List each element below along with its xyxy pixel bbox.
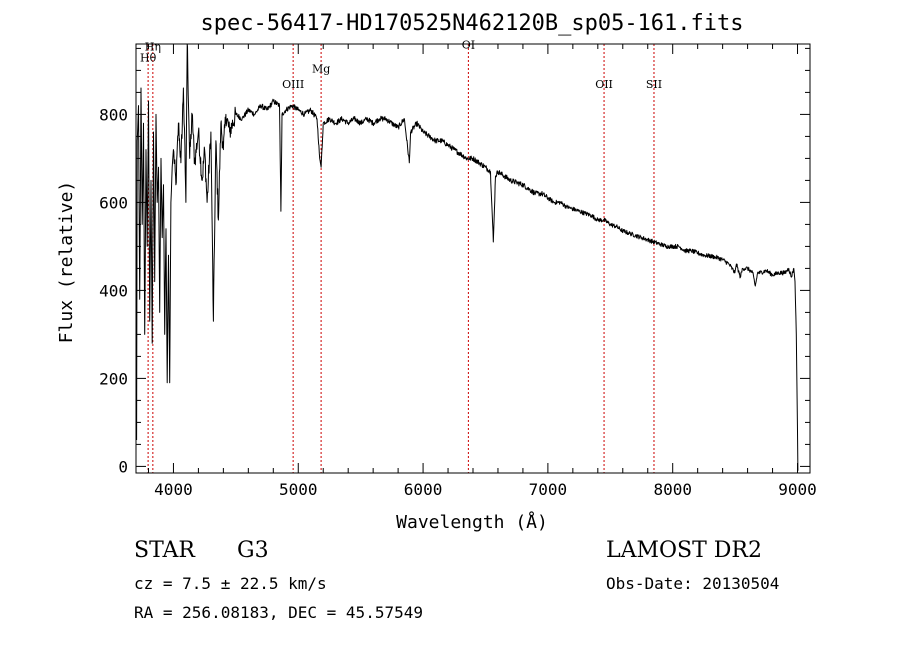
line-marker-label: OII (595, 78, 613, 91)
y-tick-label: 800 (99, 105, 128, 124)
axes: 4000 5000 6000 7000 8000 9000 0 200 400 600 800 (99, 44, 817, 499)
y-tick-label: 0 (118, 457, 128, 476)
subclass-label: G3 (237, 538, 269, 563)
line-marker-label: SII (646, 78, 662, 91)
line-marker-label: Hθ (140, 52, 157, 65)
y-tick-label: 200 (99, 369, 128, 388)
obs-date-text: Obs-Date: 20130504 (606, 574, 780, 593)
x-tick-label: 8000 (653, 480, 692, 499)
x-tick-label: 9000 (778, 480, 817, 499)
chart-title: spec-56417-HD170525N462120B_sp05-161.fit… (200, 11, 743, 36)
spectrum-line (136, 43, 799, 471)
x-tick-label: 5000 (279, 480, 318, 499)
x-tick-label: 4000 (154, 480, 193, 499)
x-axis-label: Wavelength (Å) (396, 511, 548, 533)
plot-frame (135, 43, 811, 474)
line-marker-label: OI (462, 38, 475, 51)
y-tick-label: 400 (99, 281, 128, 300)
line-marker-label: OIII (282, 78, 304, 91)
survey-label: LAMOST DR2 (606, 538, 762, 563)
x-tick-label: 6000 (404, 480, 443, 499)
line-marker-label: Mg (312, 63, 330, 76)
y-tick-label: 600 (99, 193, 128, 212)
object-class: STAR G3 (134, 538, 269, 563)
class-label: STAR (134, 538, 195, 563)
redshift-text: cz = 7.5 ± 22.5 km/s (134, 574, 327, 593)
x-tick-label: 7000 (529, 480, 568, 499)
coordinates-text: RA = 256.08183, DEC = 45.57549 (134, 603, 423, 622)
y-axis-label: Flux (relative) (56, 181, 77, 344)
